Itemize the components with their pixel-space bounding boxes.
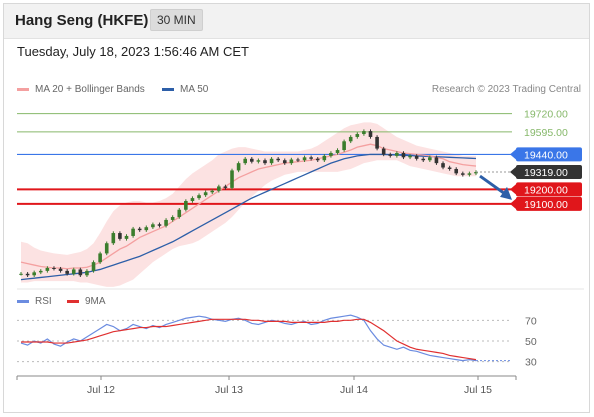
price-label-text: 19100.00 <box>524 199 568 211</box>
candle-body <box>250 159 254 162</box>
candle-body <box>118 233 122 239</box>
candle-body <box>184 201 188 210</box>
candle-body <box>369 131 373 137</box>
candle-body <box>276 159 280 160</box>
candle-body <box>79 269 83 275</box>
candle-body <box>52 268 56 269</box>
candle-body <box>461 173 465 174</box>
x-tick-label: Jul 12 <box>87 384 115 396</box>
candle-body <box>59 269 63 271</box>
candle-body <box>349 137 353 141</box>
rsi-ma-line <box>21 319 476 359</box>
candle-body <box>65 271 69 274</box>
candle-body <box>164 220 168 226</box>
price-label-pointer <box>510 166 517 178</box>
candle-body <box>131 229 135 236</box>
chart-widget: Hang Seng (HKFE) 30 MIN Tuesday, July 18… <box>3 3 590 413</box>
candle-body <box>243 159 247 163</box>
candle-body <box>197 195 201 198</box>
candle-body <box>454 169 458 173</box>
candle-body <box>435 157 439 163</box>
candle-body <box>388 154 392 155</box>
price-label-pointer <box>510 148 517 160</box>
x-tick-label: Jul 14 <box>340 384 368 396</box>
price-label-19200: 19200.00 <box>510 182 582 196</box>
rsi-tick-label: 70 <box>525 315 537 327</box>
candle-body <box>428 157 432 160</box>
price-label-text: 19595.00 <box>524 127 568 139</box>
candle-body <box>375 137 379 149</box>
candle-body <box>362 131 366 134</box>
candle-body <box>303 157 307 160</box>
price-label-pointer <box>510 198 517 210</box>
rsi-tick-label: 30 <box>525 357 537 369</box>
candle-body <box>39 271 43 272</box>
candle-body <box>270 159 274 163</box>
candle-body <box>46 268 50 271</box>
price-label-19440: 19440.00 <box>510 147 582 161</box>
candle-body <box>257 160 261 161</box>
candle-body <box>98 253 102 262</box>
candle-body <box>468 173 472 174</box>
candle-body <box>224 186 228 187</box>
price-label-text: 19319.00 <box>524 167 568 179</box>
candle-body <box>329 153 333 156</box>
candle-body <box>210 191 214 192</box>
candle-body <box>32 272 36 275</box>
candle-body <box>217 186 221 190</box>
candle-body <box>309 157 313 158</box>
candle-body <box>356 134 360 137</box>
price-label-text: 19720.00 <box>524 109 568 121</box>
candle-body <box>158 224 162 225</box>
price-label-pointer <box>510 183 517 195</box>
candle-body <box>316 159 320 160</box>
price-label-19100: 19100.00 <box>510 197 582 211</box>
candle-body <box>105 243 109 253</box>
candle-body <box>230 170 234 187</box>
candle-body <box>191 198 195 201</box>
candle-body <box>204 192 208 195</box>
price-label-text: 19200.00 <box>524 184 568 196</box>
candle-body <box>85 271 89 275</box>
rsi-line <box>21 315 476 360</box>
candle-body <box>441 163 445 167</box>
candle-body <box>382 149 386 155</box>
candle-body <box>112 233 116 243</box>
candle-body <box>138 229 142 230</box>
candle-body <box>19 274 23 275</box>
candle-body <box>448 168 452 169</box>
candle-body <box>177 210 181 217</box>
price-label-19595: 19595.00 <box>524 127 568 139</box>
rsi-tick-label: 50 <box>525 336 537 348</box>
candle-body <box>323 156 327 160</box>
candle-body <box>415 156 419 159</box>
projection-arrow-shaft <box>480 176 505 194</box>
candle-body <box>421 159 425 160</box>
candle-body <box>402 153 406 157</box>
candle-body <box>336 150 340 153</box>
candle-body <box>144 227 148 230</box>
x-tick-label: Jul 13 <box>215 384 243 396</box>
candle-body <box>290 160 294 164</box>
price-label-text: 19440.00 <box>524 149 568 161</box>
candle-body <box>263 160 267 163</box>
candle-body <box>151 224 155 227</box>
candle-body <box>408 156 412 157</box>
candle-body <box>92 262 96 271</box>
chart-canvas: 19720.00 19595.00 19440.00 19319.00 19200.00… <box>4 4 591 414</box>
candle-body <box>237 163 241 170</box>
price-label-19720: 19720.00 <box>524 109 568 121</box>
candle-body <box>125 236 129 239</box>
candle-body <box>72 269 76 273</box>
candle-body <box>283 160 287 163</box>
candle-body <box>296 160 300 161</box>
candle-body <box>395 153 399 156</box>
x-tick-label: Jul 15 <box>464 384 492 396</box>
candle-body <box>171 217 175 220</box>
candle-body <box>342 141 346 150</box>
candle-body <box>26 274 30 275</box>
price-label-19319: 19319.00 <box>510 165 582 179</box>
